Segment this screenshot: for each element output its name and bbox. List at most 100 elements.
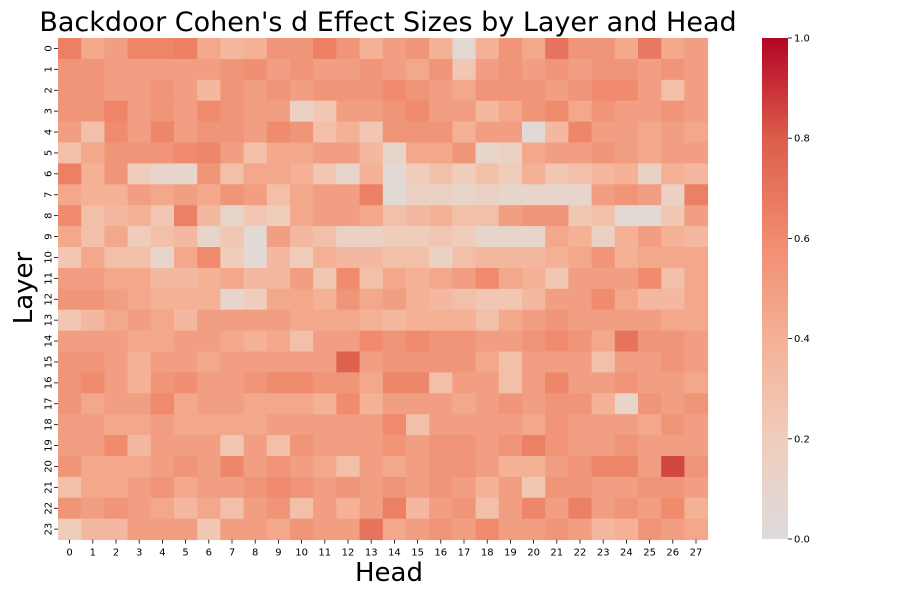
y-tick-label: 4 [44,129,55,135]
heatmap-cell [591,309,616,332]
heatmap-cell [591,100,616,123]
heatmap-cell [336,142,361,164]
heatmap-cell [382,121,407,143]
heatmap-cell [498,393,523,415]
heatmap-cell [127,435,152,457]
heatmap-cell [684,476,709,499]
heatmap-cell [591,497,616,520]
heatmap-cell [475,267,500,290]
heatmap-cell [661,435,685,457]
heatmap-cell [661,142,685,164]
heatmap-cell [522,288,546,311]
heatmap-cell [243,267,268,290]
y-tick-label: 17 [44,397,55,410]
heatmap-cell [150,58,175,81]
heatmap-cell [429,351,453,373]
heatmap-cell [336,247,361,269]
heatmap-cell [313,184,337,206]
heatmap-cell [591,79,616,102]
heatmap-cell [614,372,639,394]
heatmap-cell [174,247,198,269]
heatmap-cell [290,100,314,123]
heatmap-cell [197,247,221,269]
heatmap-cell [661,372,685,394]
heatmap-cell [313,267,337,290]
heatmap-cell [174,58,198,81]
heatmap-cell [104,267,129,290]
heatmap-cell [522,351,546,373]
heatmap-cell [243,288,268,311]
heatmap-cell [638,372,662,394]
heatmap-cell [429,309,453,332]
heatmap-cell [591,163,616,185]
heatmap-cell [197,435,221,457]
heatmap-cell [452,100,477,123]
heatmap-cell [429,100,453,123]
x-tick-label: 26 [666,548,679,559]
heatmap-cell [382,163,407,185]
heatmap-cell [104,497,129,520]
heatmap-cell [614,351,639,373]
heatmap-cell [58,247,82,269]
heatmap-cell [522,79,546,102]
heatmap-cell [429,288,453,311]
y-tick-label: 22 [44,502,55,515]
heatmap-cell [127,288,152,311]
heatmap-cell [568,79,593,102]
heatmap-cell [522,247,546,269]
heatmap-cell [81,58,105,81]
heatmap-cell [104,100,129,123]
heatmap-cell [452,79,477,102]
heatmap-cell [475,456,500,478]
heatmap-cell [568,330,593,352]
heatmap-cell [545,121,569,143]
heatmap-cell [614,38,639,60]
heatmap-cell [150,330,175,352]
heatmap-cell [266,330,291,352]
heatmap-cell [614,142,639,164]
heatmap-cell [452,372,477,394]
heatmap-cell [150,267,175,290]
heatmap-cell [452,58,477,81]
heatmap-cell [684,205,709,227]
heatmap-cell [81,184,105,206]
heatmap-cell [591,226,616,248]
heatmap-cell [638,435,662,457]
heatmap-cell [406,476,430,499]
y-tick-label: 5 [44,150,55,156]
heatmap-cell [614,79,639,102]
colorbar-tick-label: 0.4 [794,334,810,345]
heatmap-cell [382,476,407,499]
heatmap-cell [266,372,291,394]
x-tick-label: 13 [365,548,378,559]
heatmap-cell [197,38,221,60]
heatmap-cell [313,309,337,332]
heatmap-cell [58,476,82,499]
heatmap-cell [336,351,361,373]
heatmap-cell [336,267,361,290]
y-tick-label: 13 [44,314,55,327]
heatmap-cell [58,38,82,60]
heatmap-cell [197,414,221,436]
heatmap-cell [359,121,384,143]
heatmap-cell [429,142,453,164]
heatmap-cell [429,330,453,352]
heatmap-cell [243,38,268,60]
heatmap-cell [406,414,430,436]
heatmap-cell [150,121,175,143]
heatmap-cell [498,456,523,478]
heatmap-cell [545,351,569,373]
y-tick-label: 1 [44,66,55,72]
heatmap-cell [568,38,593,60]
heatmap-cell [313,121,337,143]
heatmap-cell [638,184,662,206]
heatmap-cell [290,351,314,373]
heatmap-cell [429,456,453,478]
x-tick-label: 4 [159,548,165,559]
heatmap-cell [58,518,82,541]
heatmap-cell [568,247,593,269]
heatmap-cell [475,476,500,499]
y-tick-label: 9 [44,233,55,239]
heatmap-cell [498,372,523,394]
x-tick-label: 7 [229,548,235,559]
